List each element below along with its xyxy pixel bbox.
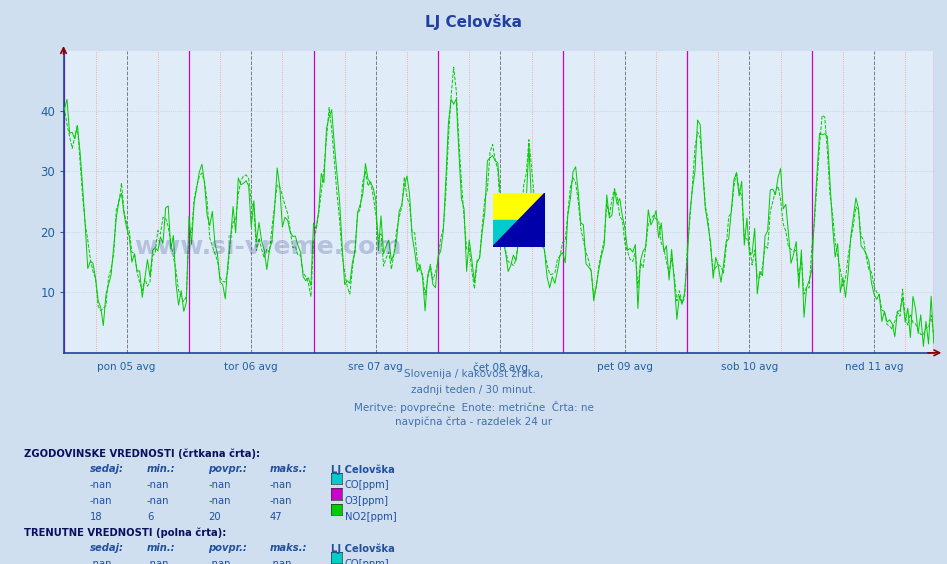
Polygon shape bbox=[492, 193, 545, 220]
Text: ned 11 avg: ned 11 avg bbox=[845, 362, 903, 372]
Text: sedaj:: sedaj: bbox=[90, 543, 124, 553]
Text: -nan: -nan bbox=[147, 496, 170, 506]
Text: zadnji teden / 30 minut.: zadnji teden / 30 minut. bbox=[411, 385, 536, 395]
Text: 47: 47 bbox=[270, 512, 282, 522]
Text: tor 06 avg: tor 06 avg bbox=[224, 362, 278, 372]
Text: pon 05 avg: pon 05 avg bbox=[98, 362, 156, 372]
Text: ZGODOVINSKE VREDNOSTI (črtkana črta):: ZGODOVINSKE VREDNOSTI (črtkana črta): bbox=[24, 448, 259, 459]
Text: 20: 20 bbox=[208, 512, 221, 522]
Text: TRENUTNE VREDNOSTI (polna črta):: TRENUTNE VREDNOSTI (polna črta): bbox=[24, 527, 226, 538]
Polygon shape bbox=[492, 193, 545, 247]
Text: LJ Celovška: LJ Celovška bbox=[331, 543, 395, 554]
Text: -nan: -nan bbox=[147, 480, 170, 490]
Text: sre 07 avg: sre 07 avg bbox=[348, 362, 403, 372]
Text: -nan: -nan bbox=[90, 496, 113, 506]
Text: maks.:: maks.: bbox=[270, 464, 308, 474]
Text: -nan: -nan bbox=[270, 559, 293, 564]
Text: CO[ppm]: CO[ppm] bbox=[345, 480, 389, 490]
Text: -nan: -nan bbox=[90, 480, 113, 490]
Text: min.:: min.: bbox=[147, 464, 175, 474]
Text: LJ Celovška: LJ Celovška bbox=[331, 464, 395, 475]
Text: 6: 6 bbox=[147, 512, 153, 522]
Text: CO[ppm]: CO[ppm] bbox=[345, 559, 389, 564]
Text: -nan: -nan bbox=[90, 559, 113, 564]
Text: -nan: -nan bbox=[208, 496, 231, 506]
Polygon shape bbox=[492, 220, 545, 247]
Text: Meritve: povprečne  Enote: metrične  Črta: ne: Meritve: povprečne Enote: metrične Črta:… bbox=[353, 401, 594, 413]
Text: Slovenija / kakovost zraka,: Slovenija / kakovost zraka, bbox=[403, 369, 544, 380]
Text: -nan: -nan bbox=[270, 480, 293, 490]
Text: povpr.:: povpr.: bbox=[208, 464, 247, 474]
Text: -nan: -nan bbox=[208, 559, 231, 564]
Text: pet 09 avg: pet 09 avg bbox=[597, 362, 652, 372]
Text: min.:: min.: bbox=[147, 543, 175, 553]
Text: sob 10 avg: sob 10 avg bbox=[721, 362, 778, 372]
Text: NO2[ppm]: NO2[ppm] bbox=[345, 512, 397, 522]
Text: povpr.:: povpr.: bbox=[208, 543, 247, 553]
Text: navpična črta - razdelek 24 ur: navpična črta - razdelek 24 ur bbox=[395, 417, 552, 428]
Text: čet 08 avg: čet 08 avg bbox=[473, 362, 527, 373]
Text: -nan: -nan bbox=[147, 559, 170, 564]
Text: www.si-vreme.com: www.si-vreme.com bbox=[134, 235, 402, 259]
Text: -nan: -nan bbox=[208, 480, 231, 490]
Text: maks.:: maks.: bbox=[270, 543, 308, 553]
Text: LJ Celovška: LJ Celovška bbox=[425, 14, 522, 30]
Text: -nan: -nan bbox=[270, 496, 293, 506]
Text: 18: 18 bbox=[90, 512, 102, 522]
Text: O3[ppm]: O3[ppm] bbox=[345, 496, 388, 506]
Text: sedaj:: sedaj: bbox=[90, 464, 124, 474]
